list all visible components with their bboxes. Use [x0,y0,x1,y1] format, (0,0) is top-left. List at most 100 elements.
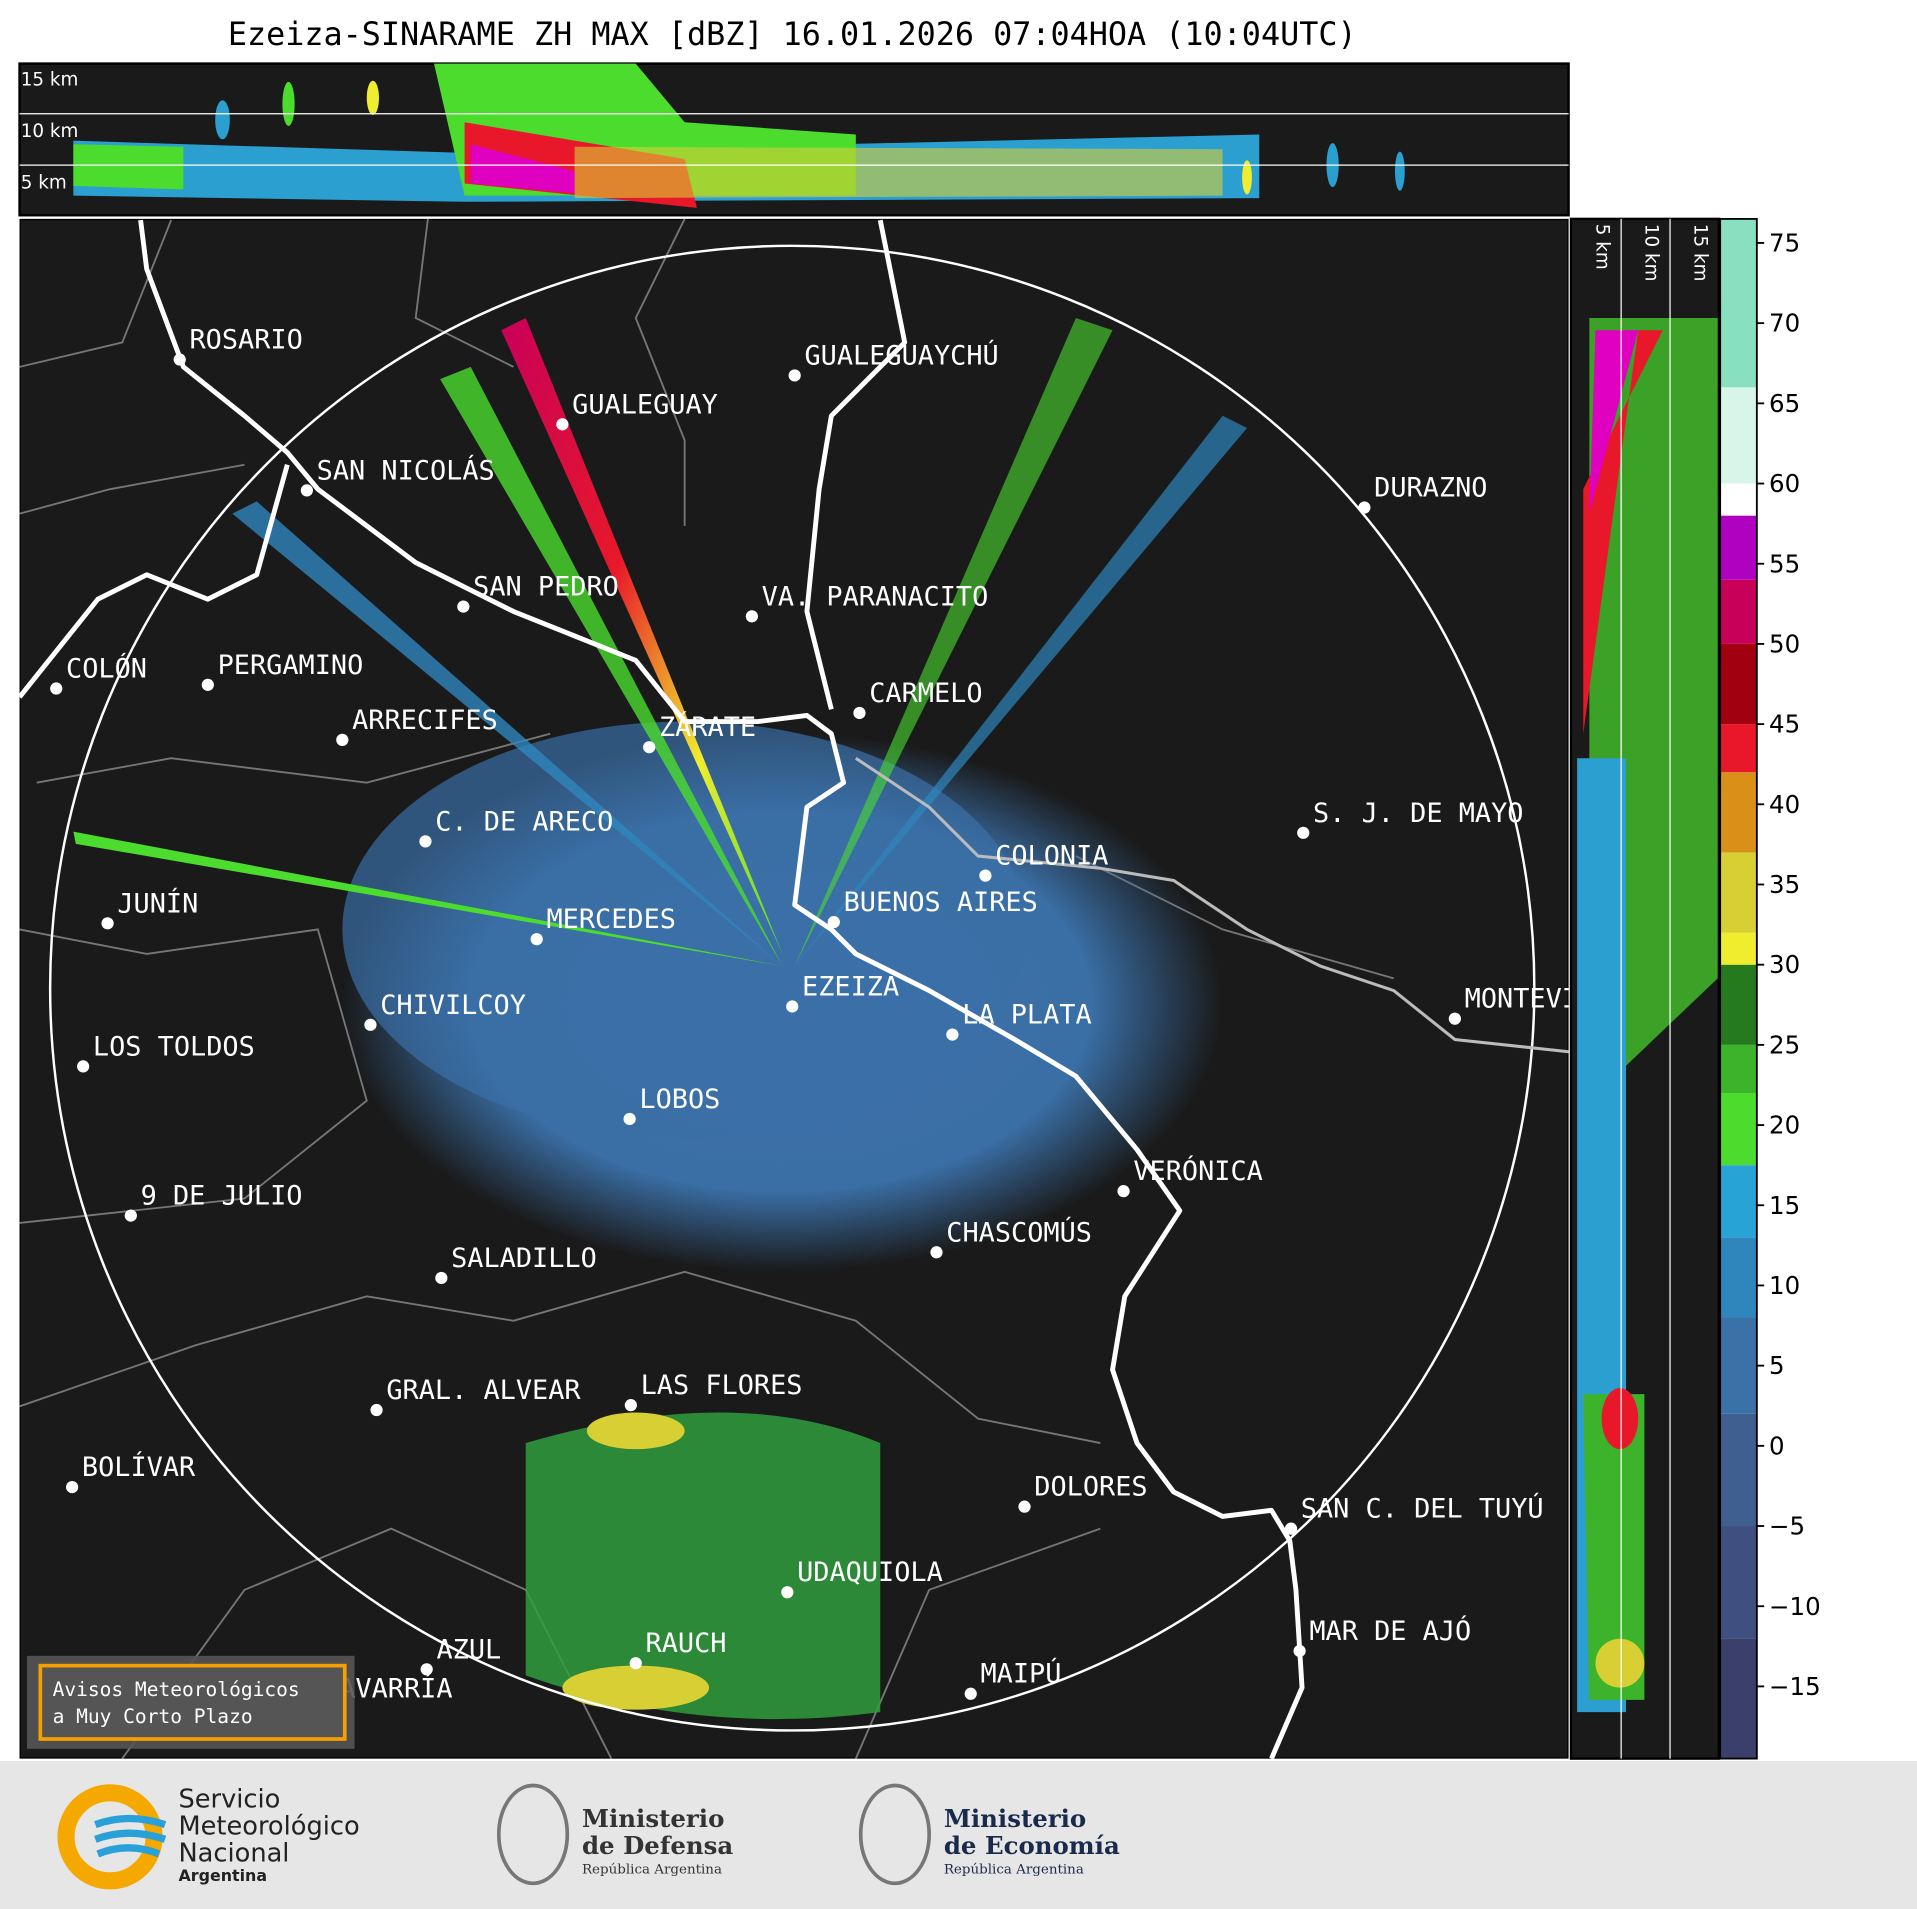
place-label: VERÓNICA [1133,1155,1263,1187]
height-label: 5 km [1592,224,1613,270]
place-label: BUENOS AIRES [844,887,1038,918]
logo-text: de Defensa [582,1831,733,1860]
place-marker [1018,1500,1031,1513]
colorbar-band [1720,1044,1757,1093]
colorbar-band [1720,964,1757,1045]
logo-text: República Argentina [582,1863,722,1878]
place-label: MONTEVIDEO [1465,984,1627,1015]
place-label: C. DE ARECO [435,806,613,837]
colorbar-band [1720,724,1757,773]
colorbar-band [1720,1092,1757,1166]
place-label: S. J. DE MAYO [1313,798,1523,829]
place-marker [1358,501,1371,514]
place-label: LAS FLORES [641,1370,803,1401]
colorbar-band [1720,852,1757,933]
colorbar-band [1720,1526,1757,1639]
place-label: BOLÍVAR [82,1451,196,1483]
place-marker [1284,1522,1298,1535]
place-marker [964,1687,977,1700]
title: Ezeiza-SINARAME ZH MAX [dBZ] 16.01.2026 … [228,16,1357,53]
place-marker [173,353,186,366]
place-marker [624,1399,637,1412]
place-label: CHASCOMÚS [946,1216,1092,1248]
place-marker [781,1586,794,1599]
place-label: LOBOS [639,1084,720,1115]
place-label: RAUCH [646,1628,727,1659]
colorbar-tick-label: 0 [1769,1431,1785,1460]
height-label: 15 km [21,70,79,91]
place-label: MAIPÚ [981,1658,1062,1690]
colorbar-tick-label: 60 [1769,469,1800,498]
place-label: ZÁRATE [659,711,756,743]
place-label: MAR DE AJÓ [1309,1615,1471,1647]
place-marker [419,835,432,848]
place-marker [457,600,470,613]
colorbar-frame [1719,217,1758,1760]
colorbar-tick-label: 15 [1769,1191,1800,1220]
place-marker [300,484,313,497]
place-label: PERGAMINO [218,650,364,681]
place-marker [124,1209,137,1222]
logo-text: Nacional [178,1838,289,1868]
place-marker [1117,1185,1130,1198]
colorbar-tick-label: 75 [1769,229,1800,258]
colorbar-band [1720,643,1757,725]
place-label: GRAL. ALVEAR [386,1375,581,1406]
place-marker [556,418,569,431]
colorbar-tick-label: 30 [1769,950,1800,979]
colorbar-band [1720,1413,1757,1527]
colorbar-tick-label: 5 [1769,1351,1785,1380]
colorbar-tick-label: 70 [1769,309,1800,338]
height-label: 15 km [1689,224,1710,282]
place-label: LA PLATA [962,1000,1092,1031]
place-marker [930,1246,943,1259]
footer-background [0,1761,1917,1909]
colorbar-band [1720,932,1757,965]
colorbar-tick-label: 50 [1769,629,1800,658]
colorbar-band [1720,1638,1757,1759]
warning-button[interactable]: Avisos Meteorológicos a Muy Corto Plazo [26,1655,355,1749]
place-marker [788,369,801,382]
colorbar-tick-label: 10 [1769,1271,1800,1300]
place-label: COLÓN [66,653,147,685]
colorbar-band [1720,1317,1757,1414]
logo-economia: Ministerio de Economía República Argenti… [858,1783,1120,1886]
place-label: VA. PARANACITO [762,581,989,612]
place-label: JUNÍN [117,887,198,919]
place-marker [1297,826,1310,839]
place-label: SAN C. DEL TUYÚ [1301,1493,1544,1525]
place-marker [77,1060,90,1073]
height-label: 10 km [21,121,79,142]
place-marker [1293,1644,1306,1658]
colorbar-tick-label: −10 [1769,1592,1821,1621]
place-marker [66,1480,79,1494]
colorbar-tick-label: 45 [1769,710,1800,739]
place-marker [364,1018,377,1031]
colorbar-tick-label: 20 [1769,1111,1800,1140]
place-label: GUALEGUAY [572,389,718,420]
place-label: DURAZNO [1374,473,1487,504]
place-label: LOS TOLDOS [93,1031,255,1062]
place-marker [979,869,992,882]
place-marker [946,1028,959,1041]
place-marker [853,706,866,720]
logo-text: Servicio [178,1784,280,1814]
place-marker [530,933,543,946]
colorbar-tick-label: −5 [1769,1512,1805,1541]
place-marker [435,1271,448,1285]
colorbar-band [1720,1237,1757,1318]
colorbar-tick-label: 25 [1769,1030,1800,1059]
colorbar-tick-label: 35 [1769,870,1800,899]
colorbar-band [1720,483,1757,516]
logo-text: República Argentina [944,1863,1084,1878]
top-profile [18,62,1570,217]
colorbar-tick-label: 40 [1769,790,1800,819]
place-marker [370,1403,383,1417]
right-profile [1569,217,1721,1760]
place-marker [643,741,656,754]
place-marker [786,1000,799,1013]
warning-text: a Muy Corto Plazo [53,1705,253,1728]
place-label: CARMELO [869,678,982,709]
logo-text: Ministerio [582,1804,724,1833]
